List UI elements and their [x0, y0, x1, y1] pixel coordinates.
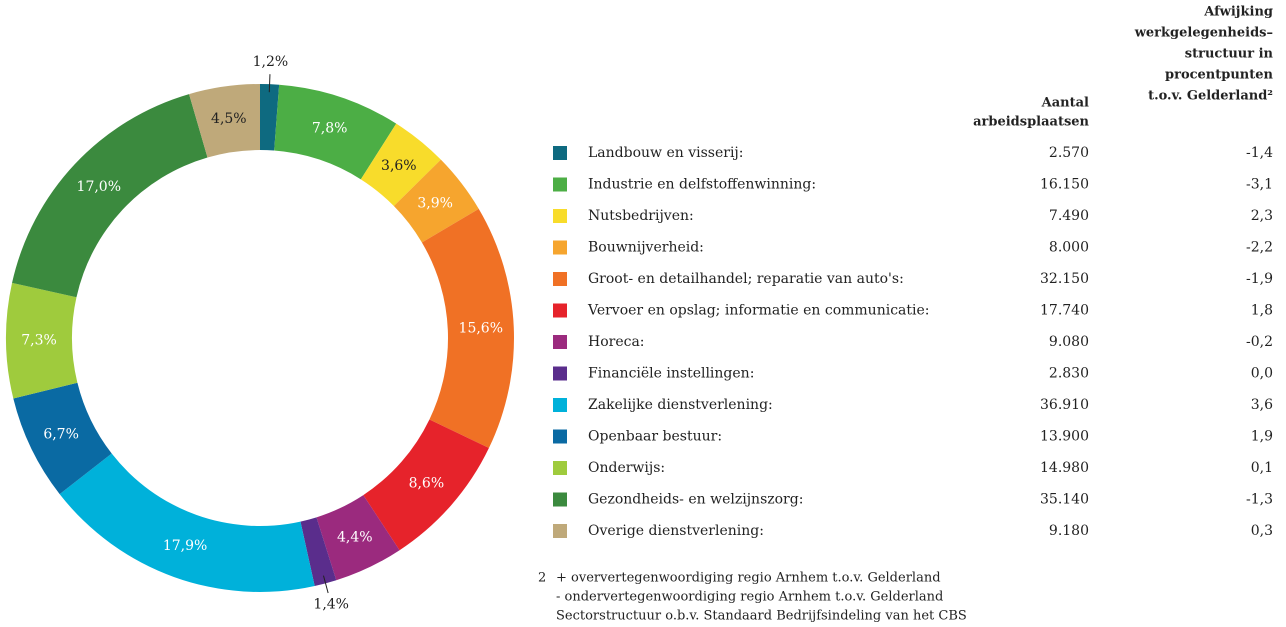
- legend-swatch: [553, 524, 567, 538]
- slice-label: 1,2%: [253, 54, 289, 70]
- legend-swatch: [553, 209, 567, 223]
- legend-swatch: [553, 303, 567, 318]
- donut-slice: [421, 208, 514, 449]
- column-header: t.o.v. Gelderland²: [1148, 89, 1273, 104]
- legend-label: Financiële instellingen:: [588, 366, 754, 382]
- column-header: arbeidsplaatsen: [973, 115, 1089, 130]
- table-cell: 9.080: [1049, 334, 1089, 350]
- legend-swatch: [553, 146, 567, 160]
- legend-swatch: [553, 177, 567, 192]
- slice-label: 3,6%: [381, 158, 417, 174]
- footnote-marker: 2: [538, 571, 546, 586]
- legend-label: Gezondheids- en welzijnszorg:: [588, 492, 803, 508]
- legend-label: Openbaar bestuur:: [588, 429, 722, 445]
- table-cell: 17.740: [1040, 303, 1089, 319]
- column-header: structuur in: [1185, 47, 1274, 62]
- donut-slice: [13, 382, 112, 495]
- legend-label: Landbouw en visserij:: [588, 145, 743, 161]
- legend-label: Industrie en delfstoffenwinning:: [588, 177, 816, 193]
- table-cell: 32.150: [1040, 271, 1089, 287]
- leader-line: [322, 575, 329, 594]
- slice-label: 1,4%: [313, 597, 349, 613]
- legend-label: Vervoer en opslag; informatie en communi…: [587, 303, 929, 319]
- legend-swatch: [553, 366, 567, 381]
- donut-slice: [12, 94, 208, 298]
- table-cell: 7.490: [1049, 208, 1089, 224]
- leader-line: [268, 74, 271, 93]
- table-cell: 14.980: [1040, 460, 1089, 476]
- table-cell: 0,1: [1251, 460, 1273, 476]
- table-cell: 16.150: [1040, 177, 1089, 193]
- slice-label: 4,4%: [337, 530, 373, 546]
- table-cell: -1,4: [1246, 145, 1273, 161]
- legend-swatch: [553, 492, 567, 507]
- table-cell: 1,8: [1251, 303, 1273, 319]
- donut-slice: [363, 419, 489, 551]
- legend-swatch: [553, 398, 567, 412]
- column-header: Aantal: [1041, 96, 1089, 111]
- legend-swatch: [553, 461, 567, 475]
- legend-label: Bouwnijverheid:: [588, 240, 704, 256]
- legend-swatch: [553, 240, 567, 255]
- legend-label: Zakelijke dienstverlening:: [588, 397, 773, 413]
- donut-slice: [393, 159, 479, 243]
- slice-label: 6,7%: [43, 426, 79, 442]
- footnote-line: + oververtegenwoordiging regio Arnhem t.…: [556, 571, 941, 586]
- table-cell: -0,2: [1246, 334, 1273, 350]
- table-cell: 3,6: [1251, 397, 1273, 413]
- slice-label: 17,0%: [77, 179, 121, 195]
- table-cell: 9.180: [1049, 523, 1089, 539]
- legend-swatch: [553, 429, 567, 444]
- table-cell: 8.000: [1049, 240, 1089, 256]
- slice-label: 15,6%: [459, 321, 503, 337]
- table-cell: 0,3: [1251, 523, 1273, 539]
- legend-swatch: [553, 335, 567, 349]
- legend-label: Horeca:: [588, 334, 645, 350]
- table-cell: -2,2: [1246, 240, 1273, 256]
- table-cell: 13.900: [1040, 429, 1089, 445]
- slice-label: 7,3%: [21, 332, 57, 348]
- donut-slice: [59, 453, 315, 592]
- table-cell: -1,3: [1246, 492, 1273, 508]
- table-cell: -3,1: [1246, 177, 1273, 193]
- table-cell: 0,0: [1251, 366, 1273, 382]
- footnote-line: - ondervertegenwoordiging regio Arnhem t…: [556, 590, 943, 605]
- legend-label: Nutsbedrijven:: [588, 208, 694, 224]
- legend-label: Overige dienstverlening:: [588, 523, 764, 539]
- table-cell: 35.140: [1040, 492, 1089, 508]
- donut-slice: [260, 84, 280, 151]
- column-header: Afwijking: [1203, 5, 1273, 20]
- table-cell: 1,9: [1251, 429, 1273, 445]
- table-cell: 36.910: [1040, 397, 1089, 413]
- legend-label: Onderwijs:: [588, 460, 665, 476]
- legend-label: Groot- en detailhandel; reparatie van au…: [588, 271, 904, 287]
- table-cell: 2,3: [1251, 208, 1273, 224]
- donut-slice: [189, 84, 260, 158]
- donut-slice: [5, 282, 78, 399]
- footnote-line: Sectorstructuur o.b.v. Standaard Bedrijf…: [556, 609, 967, 624]
- slice-label: 4,5%: [211, 111, 247, 127]
- donut-slice: [316, 495, 400, 581]
- table-cell: -1,9: [1246, 271, 1273, 287]
- column-header: werkgelegenheids–: [1134, 26, 1273, 41]
- slice-label: 3,9%: [417, 195, 453, 211]
- column-header: procentpunten: [1165, 68, 1274, 83]
- slice-label: 8,6%: [409, 475, 445, 491]
- slice-label: 7,8%: [312, 120, 348, 136]
- donut-slice: [300, 517, 337, 587]
- table-cell: 2.570: [1049, 145, 1089, 161]
- legend-swatch: [553, 272, 567, 286]
- donut-slice: [274, 84, 397, 180]
- table-cell: 2.830: [1049, 366, 1089, 382]
- donut-slice: [360, 123, 441, 207]
- slice-label: 17,9%: [163, 538, 207, 554]
